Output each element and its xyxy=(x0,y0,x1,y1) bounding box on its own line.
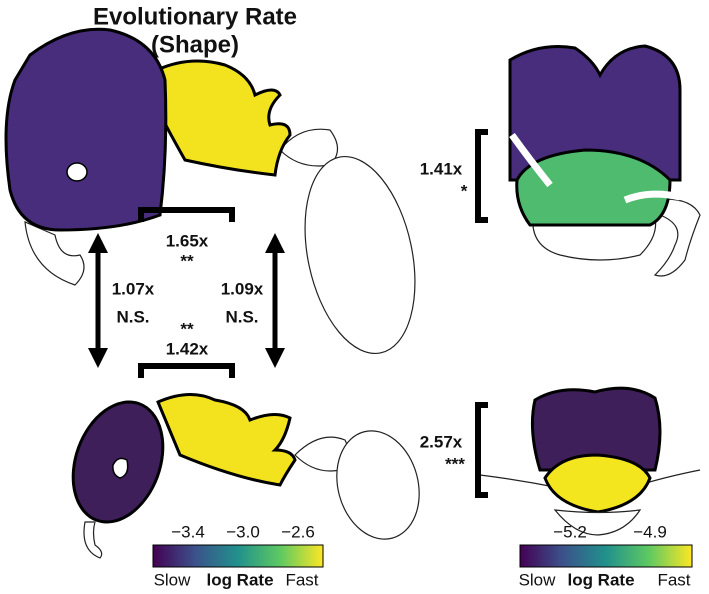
colorbar-tick: −3.4 xyxy=(171,522,205,541)
colorbar-tick: −4.9 xyxy=(633,522,667,541)
significance: N.S. xyxy=(225,307,258,326)
colorbar-high: Fast xyxy=(285,570,318,589)
ratio: 2.57x xyxy=(420,432,463,451)
significance: ** xyxy=(180,251,194,270)
significance: * xyxy=(461,181,468,200)
colorbar-high: Fast xyxy=(657,570,690,589)
ratio: 1.65x xyxy=(166,231,209,250)
significance: N.S. xyxy=(116,307,149,326)
colorbar-tick: −2.6 xyxy=(281,522,315,541)
title: Evolutionary Rate xyxy=(93,3,297,30)
bracket xyxy=(138,207,235,222)
bracket xyxy=(138,363,235,378)
ratio: 1.07x xyxy=(112,279,155,298)
subtitle: (Shape) xyxy=(151,31,239,58)
significance: ** xyxy=(180,319,194,338)
colorbar-tick: −3.0 xyxy=(226,522,260,541)
bracket xyxy=(475,402,488,498)
head-top-right xyxy=(508,44,701,277)
ratio: 1.42x xyxy=(166,339,209,358)
colorbar xyxy=(519,544,693,568)
head-bottom-right xyxy=(479,386,701,536)
colorbar-low: Slow xyxy=(519,570,557,589)
ratio: 1.41x xyxy=(420,159,463,178)
ant-top-left xyxy=(4,27,416,355)
colorbar-low: Slow xyxy=(154,570,192,589)
significance: *** xyxy=(445,454,465,473)
colorbar-tick: −5.2 xyxy=(553,522,587,541)
bracket xyxy=(475,129,488,223)
ratio: 1.09x xyxy=(221,279,264,298)
ant-bottom-left xyxy=(71,393,420,559)
colorbar-label: log Rate xyxy=(206,570,273,589)
colorbar xyxy=(152,544,324,568)
colorbar-label: log Rate xyxy=(567,570,634,589)
